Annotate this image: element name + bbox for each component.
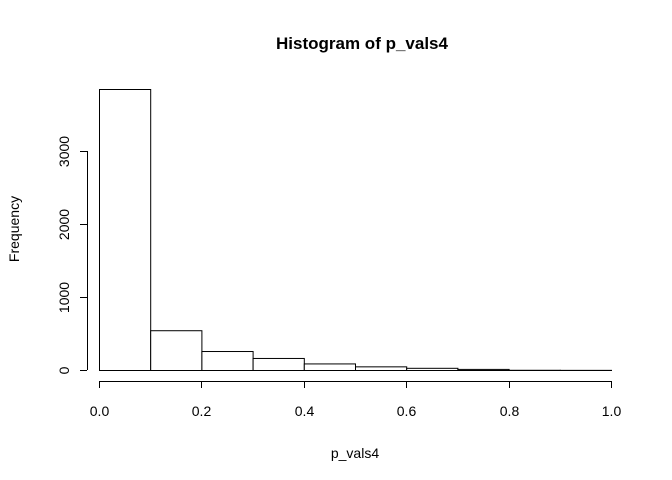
x-tick-label: 0.4 — [295, 403, 315, 419]
y-axis: 0 1000 2000 3000 — [56, 136, 88, 374]
bars-group — [99, 89, 612, 372]
x-axis-label: p_vals4 — [331, 445, 379, 461]
histogram-bar — [406, 367, 459, 372]
y-tick-label: 1000 — [56, 282, 72, 313]
x-tick-label: 0.6 — [397, 403, 417, 419]
histogram-bar — [201, 351, 254, 371]
histogram-bar — [252, 357, 305, 372]
x-tick-label: 0.2 — [192, 403, 212, 419]
x-tick-label: 0.8 — [500, 403, 520, 419]
y-tick-label: 0 — [56, 366, 72, 374]
y-tick-label: 3000 — [56, 136, 72, 167]
chart-title: Histogram of p_vals4 — [276, 34, 448, 53]
histogram-bar — [355, 366, 408, 371]
histogram-bar — [99, 89, 152, 371]
x-tick-label: 1.0 — [602, 403, 622, 419]
histogram-bar — [457, 368, 510, 371]
histogram-bar — [150, 330, 203, 371]
x-axis: 0.0 0.2 0.4 0.6 0.8 1.0 — [90, 381, 622, 419]
y-axis-label: Frequency — [6, 196, 22, 262]
y-tick-label: 2000 — [56, 209, 72, 240]
x-tick-label: 0.0 — [90, 403, 110, 419]
histogram-bar — [303, 363, 356, 372]
